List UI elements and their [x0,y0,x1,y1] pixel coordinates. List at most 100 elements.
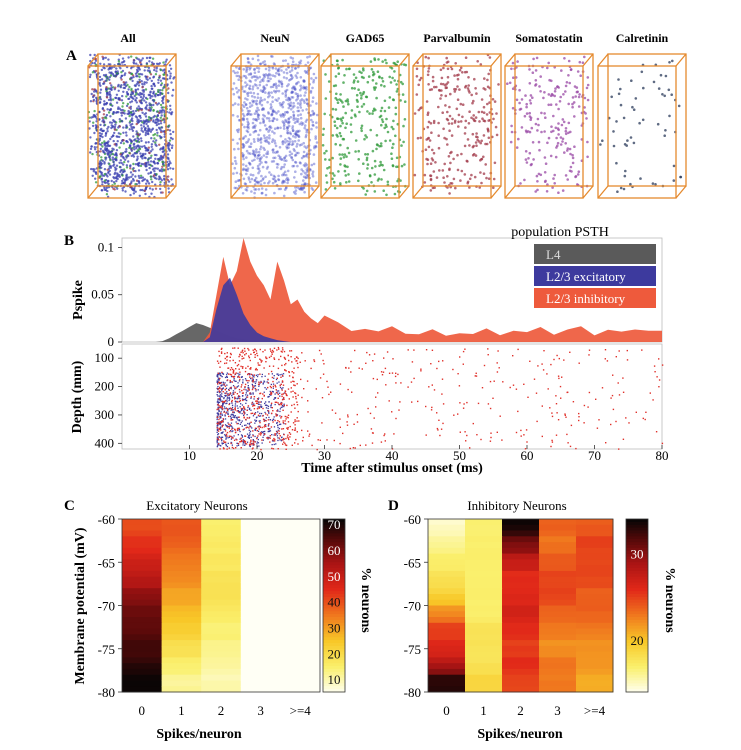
cell-dot [114,96,117,100]
raster-spike-excitatory [235,421,237,423]
cell-dot [252,117,255,121]
raster-spike-inhibitory [224,357,226,360]
raster-spike-excitatory [233,412,235,414]
raster-spike-inhibitory [278,432,280,435]
cell-dot [677,104,681,108]
cell-dot [290,91,294,94]
raster-spike-inhibitory [276,431,278,433]
raster-spike-inhibitory [458,385,461,387]
cell-dot [332,180,336,184]
cell-dot [254,188,258,191]
cell-dot [233,147,236,151]
raster-spike-inhibitory [216,360,219,362]
raster-spike-excitatory [262,436,264,438]
raster-spike-excitatory [248,434,250,437]
raster-spike-inhibitory [256,402,259,404]
raster-spike-inhibitory [256,369,258,371]
raster-spike-inhibitory [219,448,221,450]
raster-spike-inhibitory [267,382,269,384]
cell-dot [263,124,267,127]
raster-y-label: Depth (mm) [70,360,85,433]
cell-dot [118,173,121,177]
cell-dot [393,192,397,196]
cell-dot [237,118,241,122]
cell-dot [263,139,267,143]
raster-spike-excitatory [223,406,226,408]
cell-dot [324,73,327,76]
raster-spike-inhibitory [284,415,286,418]
raster-spike-inhibitory [287,434,289,436]
cell-dot [150,154,153,157]
raster-spike-excitatory [224,415,226,417]
heatmap-cell [161,524,202,532]
raster-spike-inhibitory [273,347,276,349]
cell-dot [107,63,111,66]
cell-dot [236,115,239,118]
cell-dot [258,83,262,87]
cell-dot [304,91,307,94]
raster-spike-excitatory [277,373,279,375]
cell-dot [130,140,133,143]
cell-dot [534,84,537,87]
raster-spike-inhibitory [612,408,615,411]
cell-dot [459,66,463,70]
cell-dot [519,182,522,185]
raster-spike-excitatory [249,445,251,448]
cell-dot [487,72,491,76]
raster-spike-inhibitory [238,360,241,362]
cell-dot [261,191,264,195]
raster-spike-inhibitory [270,402,273,404]
cell-dot [332,84,336,88]
cell-dot [446,67,450,71]
cell-dot [619,186,623,190]
cell-dot [304,134,308,137]
cell-dot [149,171,152,175]
raster-spike-excitatory [268,395,270,398]
raster-spike-excitatory [221,414,224,416]
cell-dot [245,172,248,176]
cell-dot [333,120,337,123]
raster-spike-inhibitory [228,427,230,429]
raster-spike-inhibitory [274,419,276,422]
cell-dot [528,111,531,115]
cell-dot [305,152,309,155]
cell-dot [272,151,275,154]
raster-spike-inhibitory [264,425,267,427]
cell-dot [534,79,538,82]
cell-dot [378,76,381,79]
cell-dot [149,164,152,167]
raster-spike-excitatory [242,381,244,383]
cell-dot [167,87,170,90]
cell-dot [355,98,359,102]
raster-spike-excitatory [220,400,222,402]
cell-dot [135,139,138,143]
raster-spike-inhibitory [267,378,269,381]
cell-dot [308,55,312,58]
raster-spike-inhibitory [244,350,246,352]
cell-dot [125,156,128,159]
cell-dot [267,181,270,185]
raster-spike-inhibitory [237,401,239,403]
heatmap-cell [240,645,281,653]
raster-spike-inhibitory [236,400,238,403]
raster-spike-inhibitory [388,372,391,374]
cell-dot [133,187,136,190]
raster-spike-excitatory [216,436,218,438]
cell-dot [264,188,268,191]
cell-dot [263,60,267,63]
heatmap-cell [122,588,163,595]
cell-dot [147,66,151,70]
raster-x-tick-label: 40 [386,448,399,463]
raster-spike-inhibitory [218,381,220,383]
raster-spike-inhibitory [246,417,248,419]
cell-dot [249,80,253,83]
cell-dot [664,129,667,132]
cell-dot [311,172,314,176]
cell-dot [152,82,155,86]
cell-dot [255,99,258,103]
heatmap-cell [201,605,242,612]
cell-dot [497,83,500,86]
cell-dot [433,85,436,89]
cell-dot [290,69,294,72]
cell-dot [99,98,103,101]
